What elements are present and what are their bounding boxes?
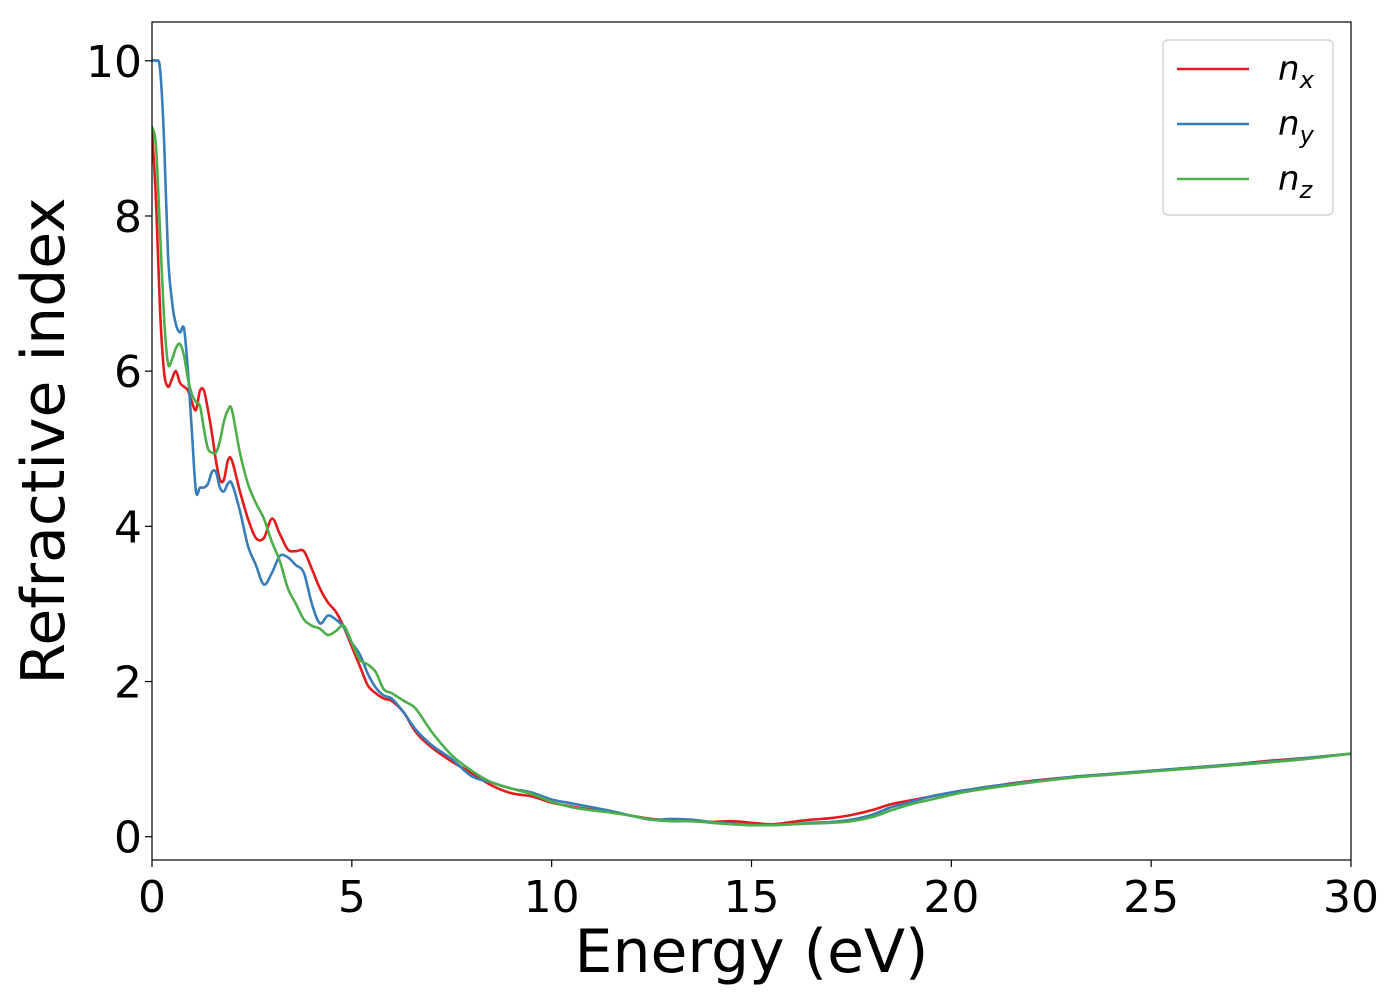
x-tick-label: 20	[923, 872, 979, 923]
x-axis-label: Energy (eV)	[575, 917, 929, 987]
x-tick-label: 30	[1323, 872, 1379, 923]
x-tick-label: 5	[338, 872, 366, 923]
legend-box	[1162, 39, 1334, 216]
series-layer	[152, 58, 1351, 827]
x-tick-label: 25	[1123, 872, 1179, 923]
x-tick-label: 15	[724, 872, 780, 923]
x-tick-label: 10	[524, 872, 580, 923]
x-axis-ticks: 0 5 10 15 20 25 30	[138, 860, 1379, 923]
series-line-nx	[152, 129, 1351, 826]
x-tick-label: 0	[138, 872, 166, 923]
series-line-nz	[152, 125, 1351, 827]
y-tick-label: 8	[114, 192, 142, 243]
y-tick-label: 6	[114, 347, 142, 398]
y-axis-label: Refractive index	[9, 197, 79, 684]
y-tick-label: 2	[114, 658, 142, 709]
series-line-ny	[152, 58, 1351, 827]
y-tick-label: 10	[86, 37, 142, 88]
y-axis-ticks: 0 2 4 6 8 10	[86, 37, 152, 864]
y-tick-label: 4	[114, 502, 142, 553]
y-tick-label: 0	[114, 813, 142, 864]
